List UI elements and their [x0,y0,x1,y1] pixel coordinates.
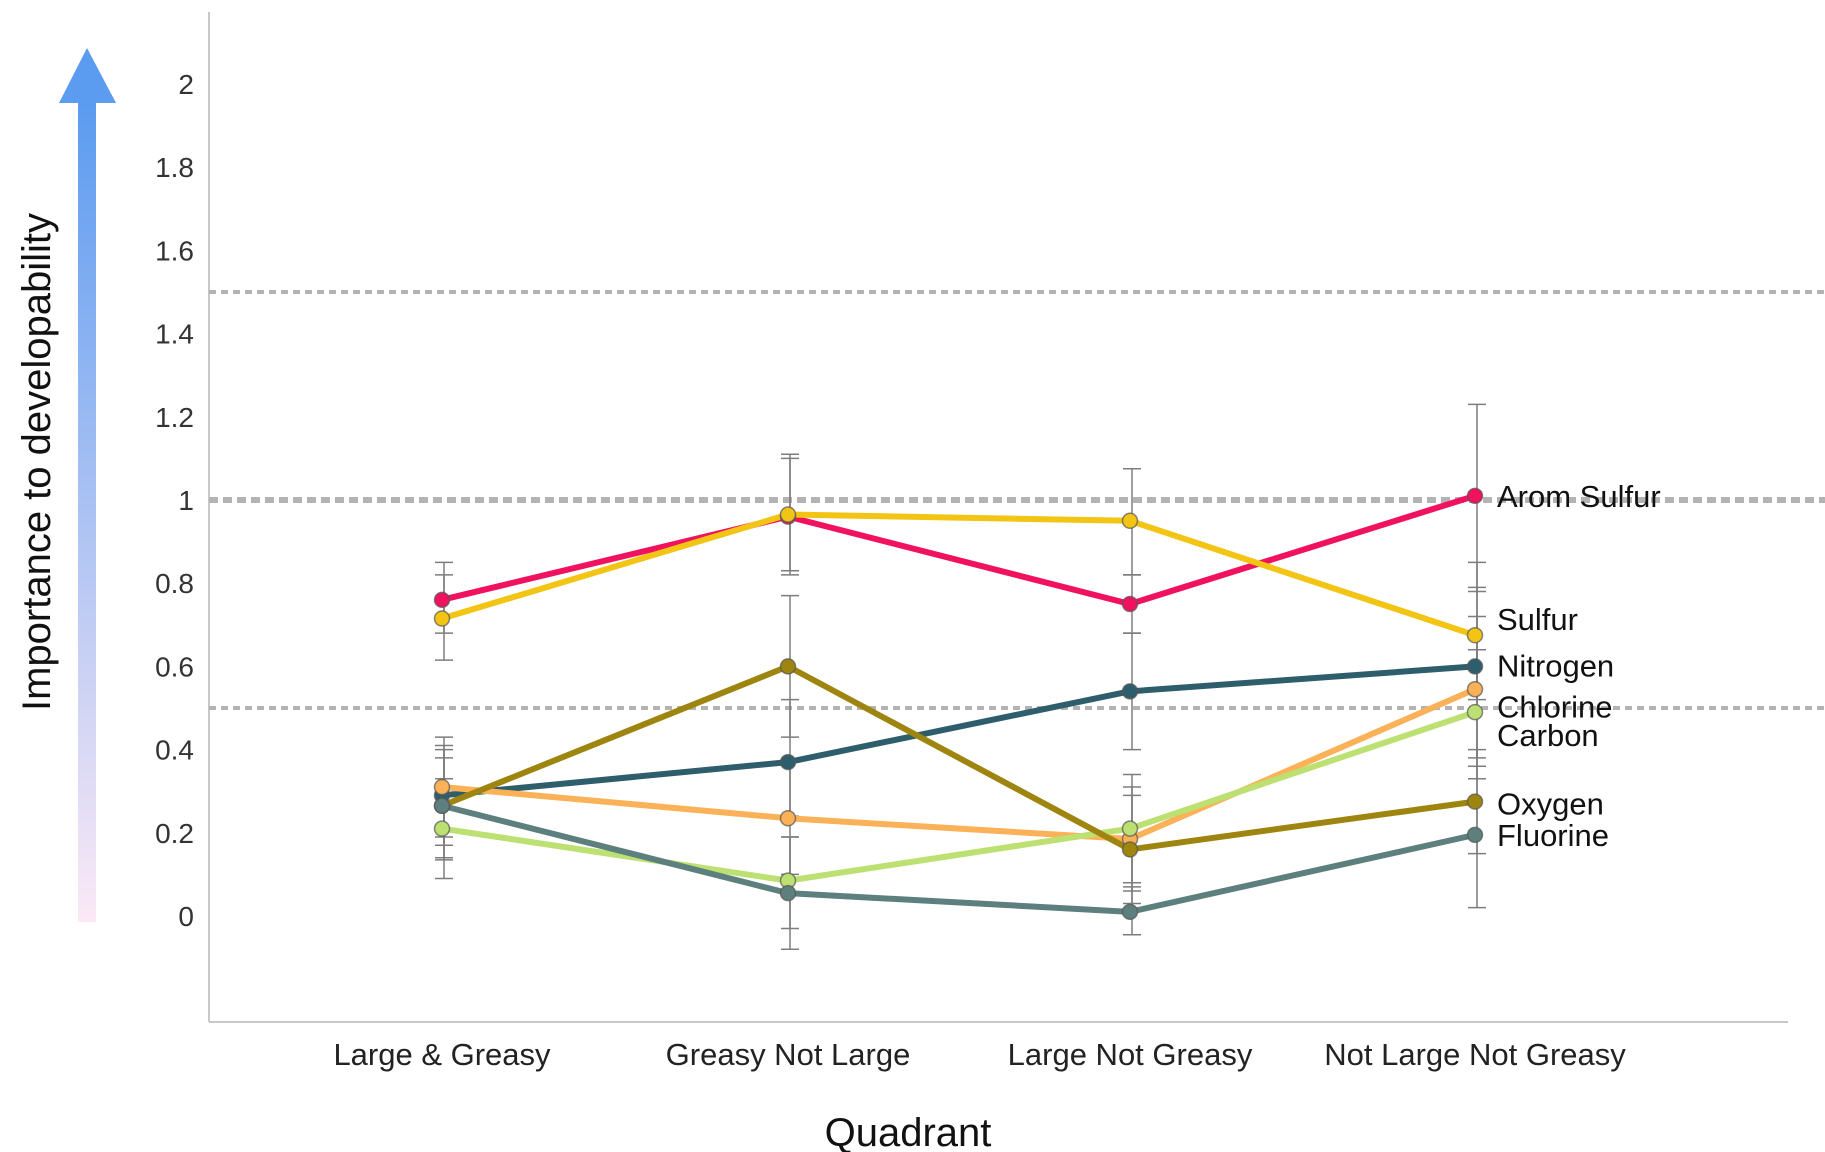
data-point-sulfur [1466,626,1484,644]
y-tick-label: 0 [178,901,194,932]
x-tick-label: Greasy Not Large [666,1037,911,1072]
series-label-sulfur: Sulfur [1497,602,1578,637]
data-point-carbon [433,820,451,837]
data-point-arom-sulfur [433,591,451,609]
data-point-oxygen [1121,841,1139,858]
series-label-oxygen: Oxygen [1497,787,1604,822]
series-line-chlorine [439,686,1478,843]
y-axis-title: Importance to developability [15,213,59,711]
data-point-fluorine [433,797,451,815]
x-tick-label: Large & Greasy [333,1037,551,1072]
data-point-arom-sulfur [1121,595,1139,613]
series-label-arom-sulfur: Arom Sulfur [1497,479,1661,514]
y-tick-label: 1 [178,485,194,516]
reference-lines [209,290,1825,710]
series-line-sulfur [439,511,1478,639]
y-tick-label: 1.2 [155,402,194,433]
data-point-sulfur [1121,512,1139,530]
y-tick-label: 2 [178,69,194,100]
y-tick-label: 0.6 [155,651,194,682]
data-point-chlorine [433,778,451,796]
data-point-fluorine [779,884,797,902]
data-point-nitrogen [1121,683,1139,700]
data-point-sulfur [779,506,797,523]
data-point-carbon [1121,820,1139,837]
series-line-carbon [439,709,1478,884]
series-line-nitrogen [439,663,1478,799]
series-label-nitrogen: Nitrogen [1497,648,1614,683]
data-point-nitrogen [1466,658,1484,675]
y-tick-label: 1.8 [155,152,194,183]
series-line-oxygen [439,663,1478,853]
data-point-nitrogen [779,753,797,771]
y-tick-label: 0.2 [155,818,194,849]
series-line-fluorine [439,802,1478,915]
importance-arrow-icon [59,48,116,922]
x-tick-label: Large Not Greasy [1008,1037,1253,1072]
x-axis-ticks: Large & Greasy Greasy Not Large Large Not … [333,1037,1626,1072]
y-tick-label: 1.4 [155,319,194,350]
series-line-arom-sulfur [439,492,1478,607]
series-lines [439,492,1478,915]
data-point-arom-sulfur [1466,487,1484,505]
y-tick-label: 0.8 [155,568,194,599]
series-label-chlorine: Chlorine [1497,689,1612,724]
data-point-chlorine [779,809,797,827]
data-point-oxygen [779,658,797,675]
data-point-sulfur [433,610,451,627]
y-tick-label: 0.4 [155,735,194,766]
series-label-carbon: Carbon [1497,718,1599,753]
data-point-fluorine [1121,903,1139,921]
data-point-oxygen [1466,793,1484,810]
data-point-carbon [1466,703,1484,721]
x-tick-label: Not Large Not Greasy [1324,1037,1626,1072]
y-tick-label: 1.6 [155,235,194,266]
series-points [433,487,1484,921]
data-point-chlorine [1466,681,1484,698]
x-axis-title: Quadrant [825,1111,992,1152]
series-label-fluorine: Fluorine [1497,818,1609,853]
y-axis-ticks: 0 0.2 0.4 0.6 0.8 1 1.2 1.4 1.6 1.8 2 [155,69,194,932]
data-point-fluorine [1466,826,1484,844]
